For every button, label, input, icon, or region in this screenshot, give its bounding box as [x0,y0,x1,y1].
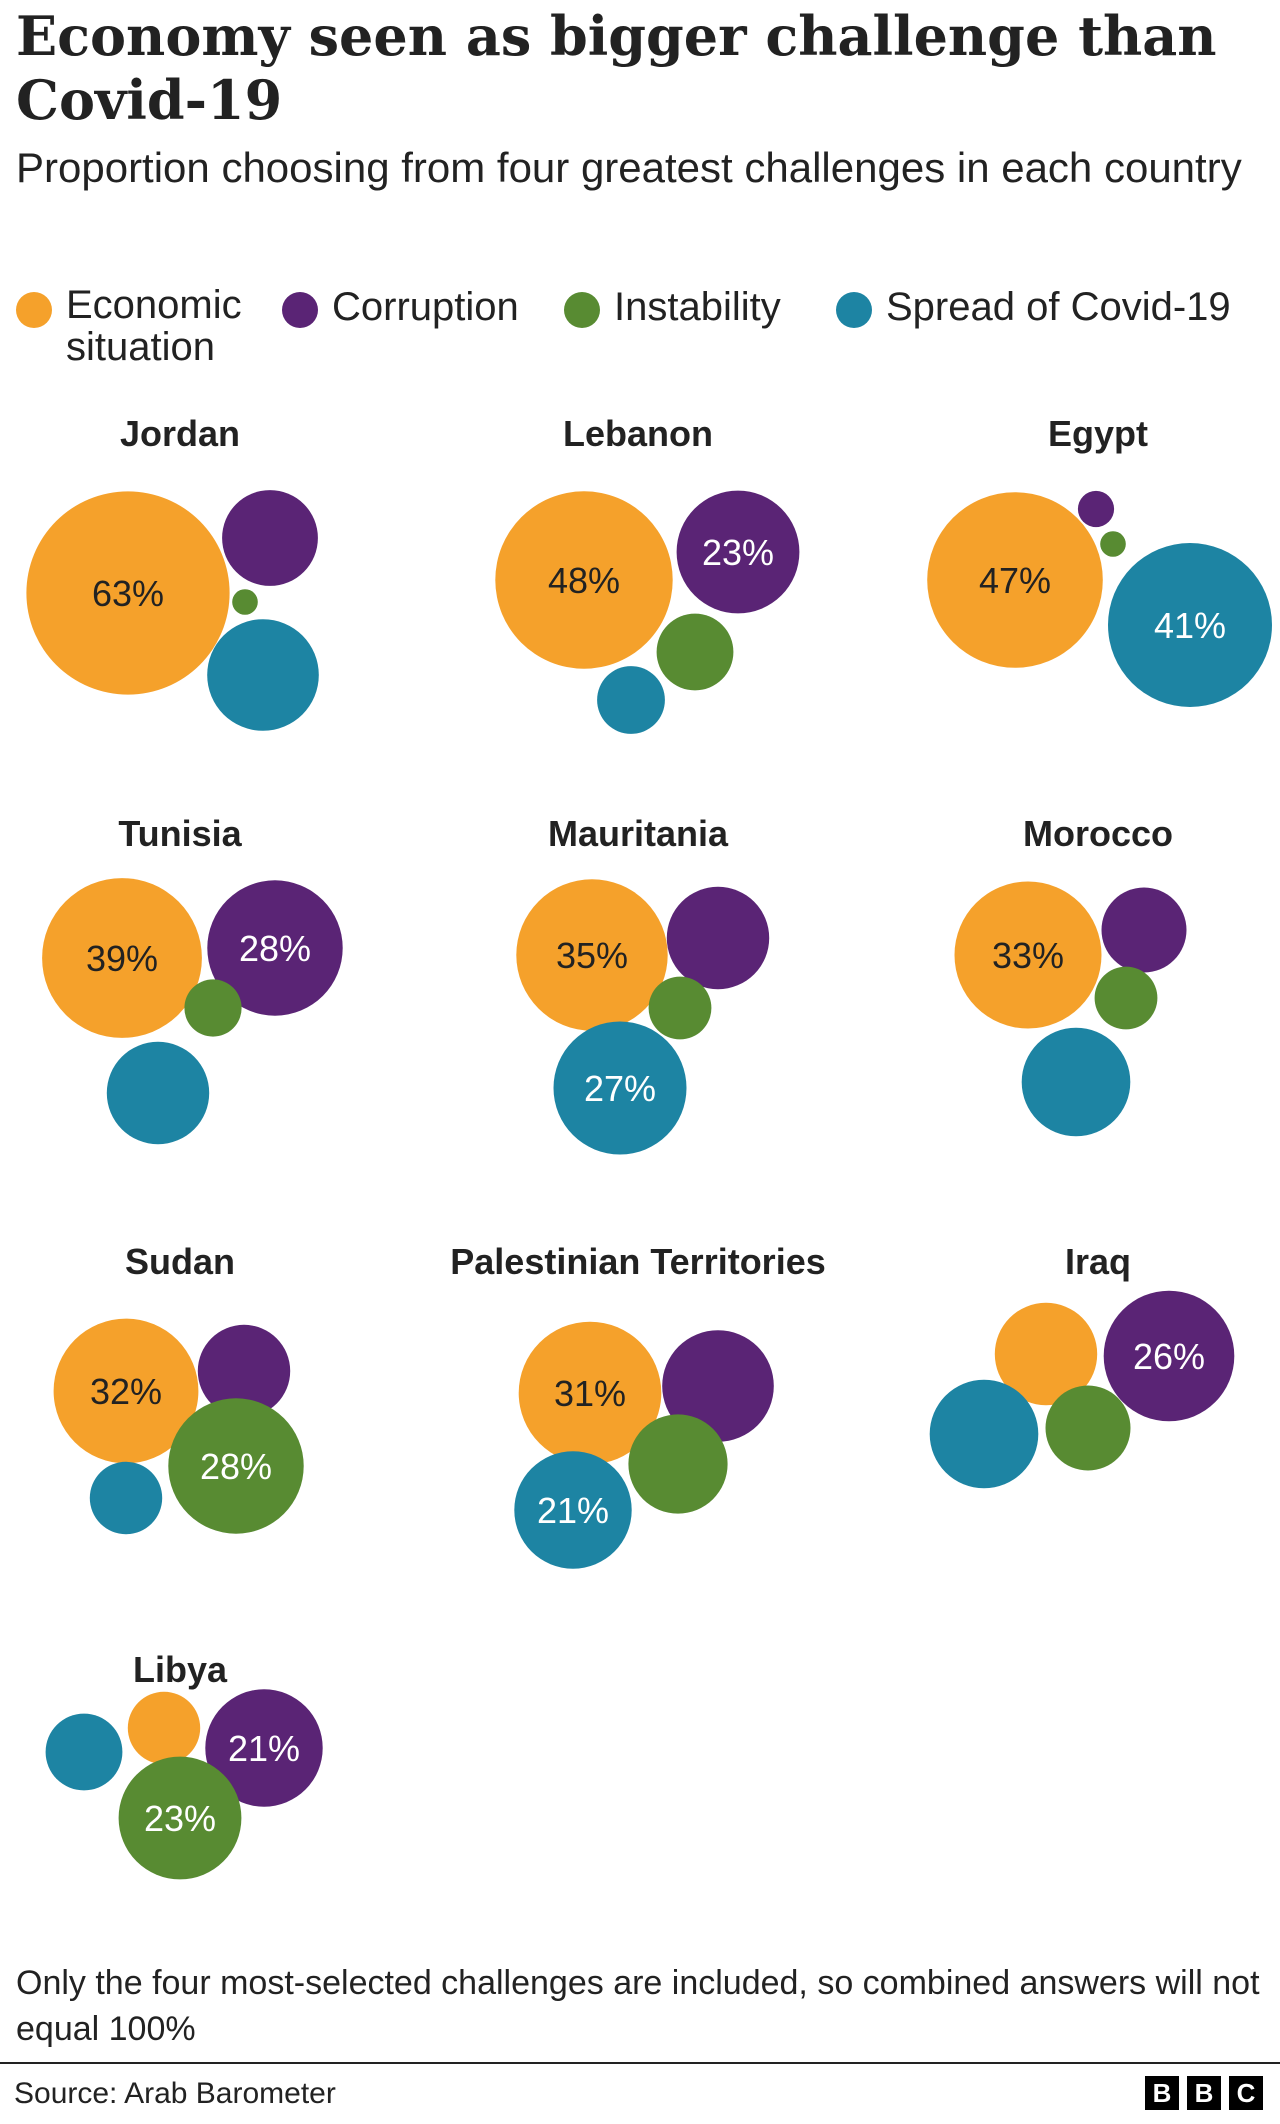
country-group: Mauritania 35% 27% [516,813,770,1155]
bubble-covid [106,1041,210,1145]
bubble-label: 41% [1154,605,1226,646]
bubble-economic [516,879,668,1031]
logo-letter: B [1145,2076,1179,2110]
legend-label-economic: Economic situation [66,283,242,369]
logo-letter: B [1187,2076,1221,2110]
bubble-economic [518,1321,662,1465]
bubble-label: 39% [86,938,158,979]
bubble-economic [495,491,673,669]
bubble-label: 21% [537,1490,609,1531]
bubble-corruption [205,1689,323,1807]
bubble-label: 23% [144,1798,216,1839]
bubble-economic [994,1302,1098,1406]
bubble-label: 31% [554,1373,626,1414]
bubble-economic [26,491,230,695]
country-title: Palestinian Territories [450,1241,825,1282]
bubble-instability [656,613,734,691]
country-title: Mauritania [548,813,729,854]
country-group: Egypt 47% 41% [927,413,1272,707]
bubble-corruption [666,886,770,990]
chart-subtitle: Proportion choosing from four greatest c… [16,144,1242,191]
footer-divider [0,2062,1280,2064]
source-text: Source: Arab Barometer [14,2077,336,2110]
bubble-label: 47% [979,560,1051,601]
bubble-instability [1094,966,1158,1030]
bubble-economic [927,492,1103,668]
bubble-corruption [1077,490,1115,528]
legend-swatch-covid [836,292,872,328]
country-group: Jordan 63% [26,413,319,731]
legend-swatch-economic [16,292,52,328]
bubble-instability [232,589,258,615]
bubble-label: 32% [90,1371,162,1412]
bubble-label: 28% [200,1446,272,1487]
bubble-label: 33% [992,935,1064,976]
bubble-covid [1021,1027,1131,1137]
bubble-instability [184,979,242,1037]
bubble-label: 48% [548,560,620,601]
bubble-chart: Jordan 63% Lebanon 48% 23% Egypt 47% 41% Tunisia… [26,413,1272,1880]
country-title: Sudan [125,1241,235,1282]
bubble-covid [553,1021,687,1155]
bubble-corruption [197,1324,291,1418]
bubble-covid [929,1379,1039,1489]
bubble-corruption [662,1330,774,1442]
bubble-label: 27% [584,1068,656,1109]
legend-label-instability: Instability [614,285,781,329]
bubble-covid [45,1713,123,1791]
bubble-covid [89,1461,163,1535]
country-title: Morocco [1023,813,1173,854]
bubble-corruption [1101,887,1187,973]
legend-swatch-corruption [282,292,318,328]
country-group: Tunisia 39% 28% [42,813,343,1145]
bubble-label: 35% [556,935,628,976]
bubble-label: 23% [702,532,774,573]
country-title: Lebanon [563,413,713,454]
bubble-economic [954,881,1102,1029]
logo-letter: C [1229,2076,1263,2110]
bubble-label: 28% [239,928,311,969]
bubble-corruption [207,880,343,1016]
bubble-label: 26% [1133,1336,1205,1377]
country-group: Iraq 26% [929,1241,1235,1489]
bubble-economic [127,1691,201,1765]
bubble-corruption [222,490,318,586]
bubble-instability [118,1756,242,1880]
bubble-corruption [1103,1290,1235,1422]
bbc-logo: B B C [1145,2076,1263,2110]
country-title: Libya [133,1649,228,1690]
legend-swatch-instability [564,292,600,328]
legend-label-corruption: Corruption [332,285,519,329]
legend-label-covid: Spread of Covid-19 [886,285,1231,329]
bubble-covid [514,1451,632,1569]
bubble-label: 63% [92,573,164,614]
bubble-economic [53,1318,199,1464]
country-group: Palestinian Territories 31% 21% [450,1241,826,1569]
bubble-instability [168,1398,304,1534]
chart-title: Economy seen as bigger challenge than Co… [16,4,1217,132]
country-title: Jordan [120,413,240,454]
country-group: Sudan 32% 28% [53,1241,304,1535]
bubble-instability [648,976,712,1040]
country-group: Morocco 33% [954,813,1187,1137]
country-group: Lebanon 48% 23% [495,413,800,734]
bubble-covid [1108,543,1272,707]
country-title: Iraq [1065,1241,1131,1282]
bubble-label: 21% [228,1728,300,1769]
bubble-instability [1100,531,1126,557]
country-title: Tunisia [118,813,242,854]
footnote: Only the four most-selected challenges a… [16,1964,1260,2048]
bubble-economic [42,878,202,1038]
bubble-instability [628,1414,728,1514]
bubble-covid [207,619,319,731]
country-title: Egypt [1048,413,1148,454]
bubble-covid [597,666,665,734]
bubble-instability [1045,1385,1131,1471]
bubble-corruption [676,490,800,614]
